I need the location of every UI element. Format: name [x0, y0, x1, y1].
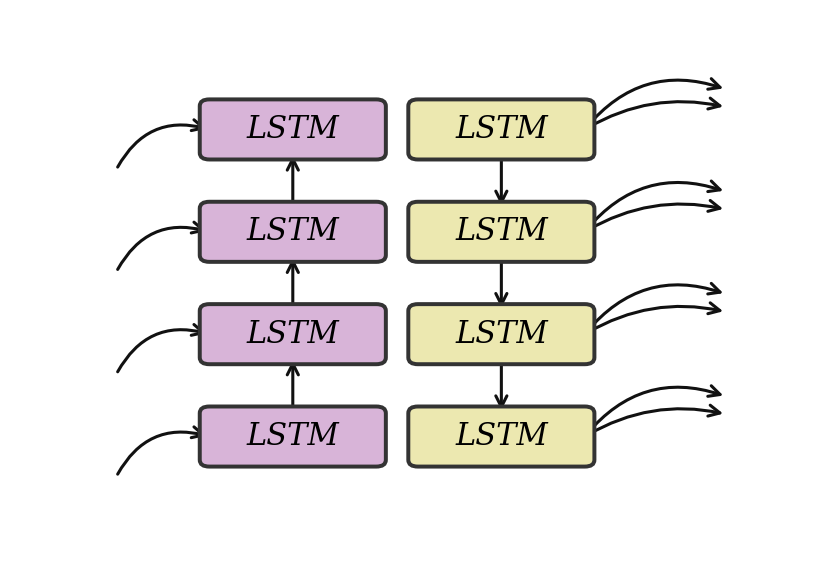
Text: LSTM: LSTM: [246, 421, 339, 452]
Text: LSTM: LSTM: [246, 216, 339, 247]
Text: LSTM: LSTM: [246, 318, 339, 350]
FancyBboxPatch shape: [199, 202, 385, 262]
FancyBboxPatch shape: [408, 304, 594, 364]
Text: LSTM: LSTM: [454, 318, 547, 350]
FancyBboxPatch shape: [199, 99, 385, 160]
FancyBboxPatch shape: [408, 406, 594, 466]
FancyBboxPatch shape: [199, 304, 385, 364]
Text: LSTM: LSTM: [454, 216, 547, 247]
FancyBboxPatch shape: [408, 202, 594, 262]
FancyBboxPatch shape: [408, 99, 594, 160]
Text: LSTM: LSTM: [246, 114, 339, 145]
FancyBboxPatch shape: [199, 406, 385, 466]
Text: LSTM: LSTM: [454, 421, 547, 452]
Text: LSTM: LSTM: [454, 114, 547, 145]
